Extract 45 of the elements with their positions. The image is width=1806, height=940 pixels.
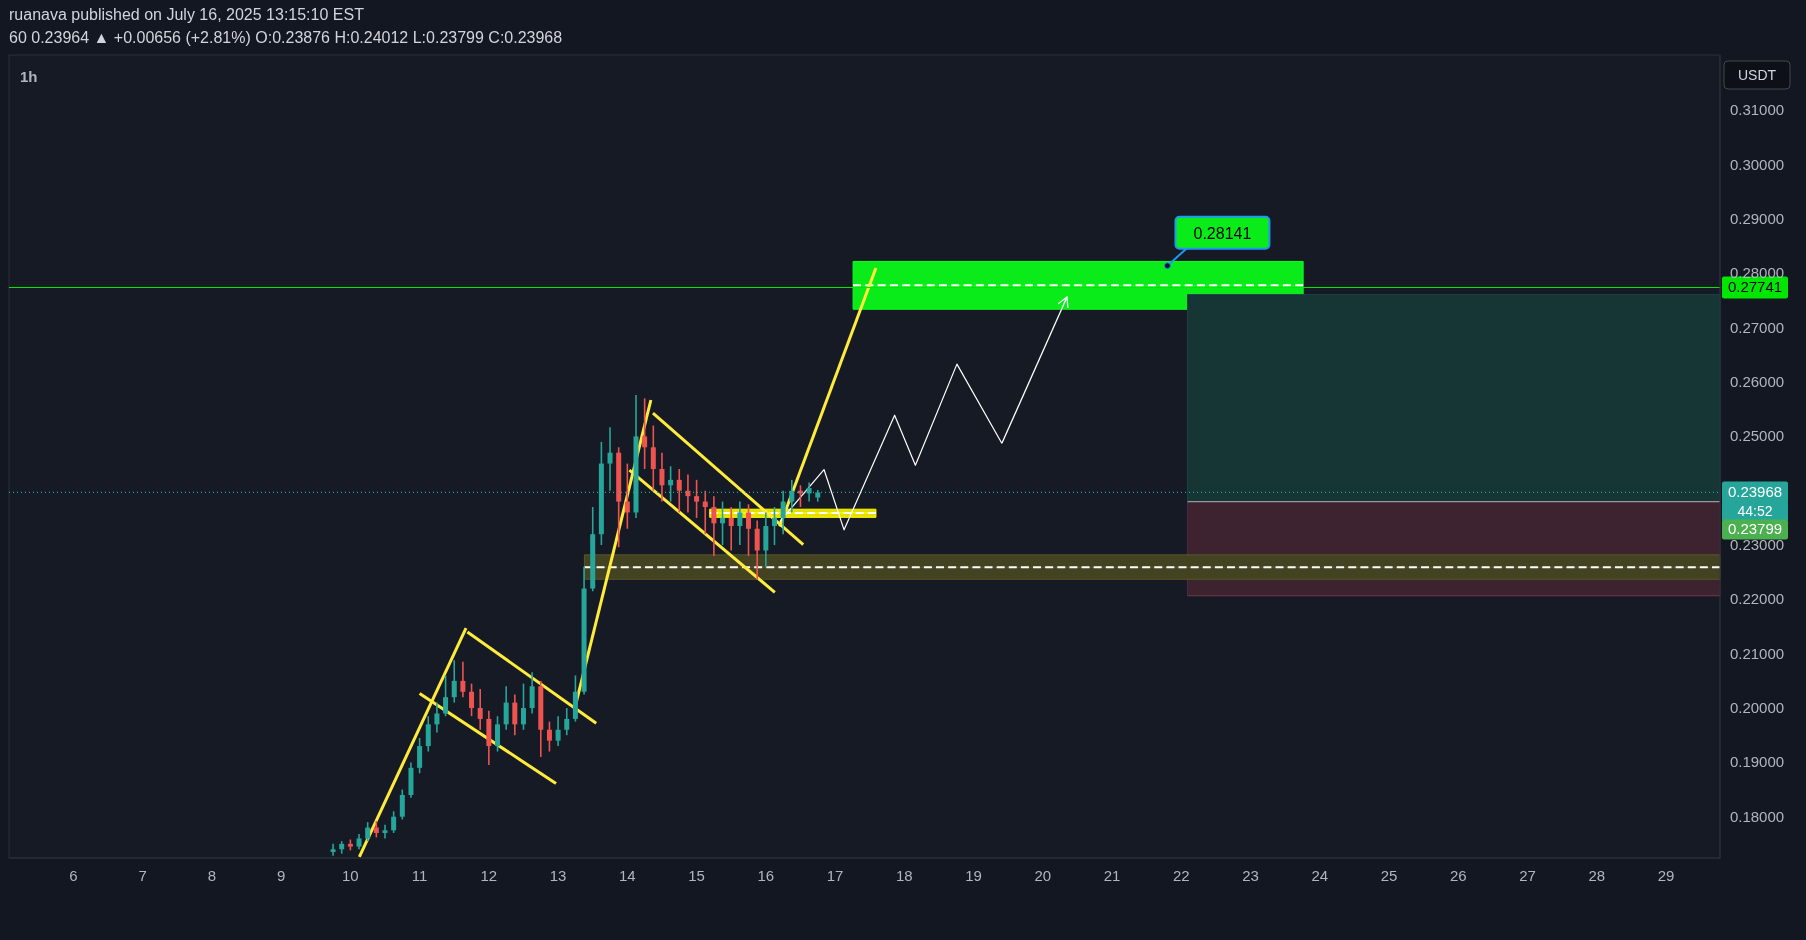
x-tick-label: 23 — [1242, 867, 1259, 884]
x-tick-label: 21 — [1103, 867, 1121, 884]
text: 44:52 — [1737, 503, 1773, 520]
y-tick-label: 0.19000 — [1729, 753, 1785, 771]
y-tick-label: 0.26000 — [1729, 373, 1785, 391]
y-tick-label: 0.27000 — [1729, 318, 1785, 336]
x-tick-label: 28 — [1588, 867, 1606, 884]
x-tick-label: 8 — [207, 867, 217, 884]
x-tick-label: 24 — [1311, 867, 1329, 884]
y-tick-label: 0.23000 — [1729, 536, 1785, 554]
annotation: 1h — [20, 68, 38, 85]
x-tick-label: 14 — [619, 867, 636, 884]
y-tick-label: 0.25000 — [1729, 427, 1785, 445]
x-tick-label: 26 — [1449, 867, 1467, 884]
x-tick-label: 22 — [1172, 867, 1190, 884]
x-tick-label: 19 — [965, 867, 982, 884]
x-tick-label: 27 — [1519, 867, 1536, 884]
x-tick-label: 18 — [895, 867, 913, 884]
y-tick-label: 0.18000 — [1729, 807, 1785, 825]
x-tick-label: 17 — [826, 867, 844, 884]
chart-title: ruanava published on July 16, 2025 13:15:10 EST — [9, 6, 365, 23]
x-tick-label: 11 — [411, 867, 428, 884]
y-tick-label: 0.29000 — [1729, 210, 1785, 228]
x-tick-label: 12 — [480, 867, 498, 884]
annotation: 0.23799 — [1727, 520, 1783, 538]
x-tick-label: 9 — [276, 867, 286, 884]
y-tick-label: 0.31000 — [1729, 101, 1785, 119]
x-tick-label: 6 — [69, 867, 78, 884]
x-tick-label: 13 — [549, 867, 567, 884]
y-tick-label: 0.30000 — [1729, 155, 1785, 173]
y-tick-label: 0.21000 — [1729, 644, 1785, 662]
x-tick-label: 7 — [138, 867, 147, 884]
x-tick-label: 16 — [757, 867, 775, 884]
chart-subtitle: 60 0.23964 ▲ +0.00656 (+2.81%) O:0.23876 H:0.24012 L:0.23799 C:0.23968 — [9, 29, 563, 46]
ref-line-label: 0.27741 — [1727, 278, 1783, 296]
y-axis-title: USDT — [1737, 67, 1777, 83]
x-tick-label: 10 — [342, 867, 359, 884]
y-tick-label: 0.22000 — [1729, 590, 1785, 608]
annotation: 0.28141 — [1193, 224, 1252, 242]
ref-line-label: 0.23968 — [1727, 483, 1783, 501]
y-tick-label: 0.20000 — [1729, 699, 1785, 717]
x-tick-label: 20 — [1034, 867, 1052, 884]
x-tick-label: 25 — [1380, 867, 1398, 884]
x-tick-label: 29 — [1657, 867, 1675, 884]
x-tick-label: 15 — [688, 867, 705, 884]
